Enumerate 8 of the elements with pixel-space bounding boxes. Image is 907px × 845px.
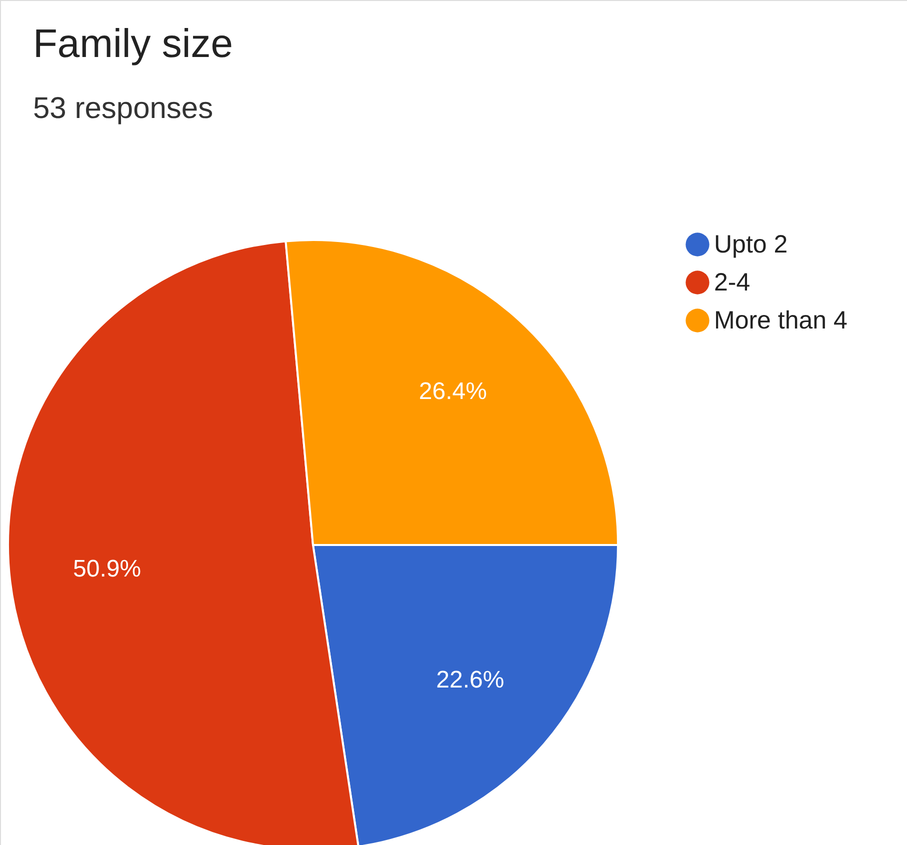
data-label: 26.4% (418, 378, 487, 405)
data-label: 22.6% (436, 666, 504, 694)
legend-label: 2-4 (714, 268, 750, 296)
chart-subtitle: 53 responses (33, 92, 214, 125)
legend-label: More than 4 (714, 306, 848, 334)
data-label: 50.9% (73, 556, 142, 583)
chart-title: Family size (33, 22, 234, 66)
legend-label: Upto 2 (714, 230, 788, 258)
